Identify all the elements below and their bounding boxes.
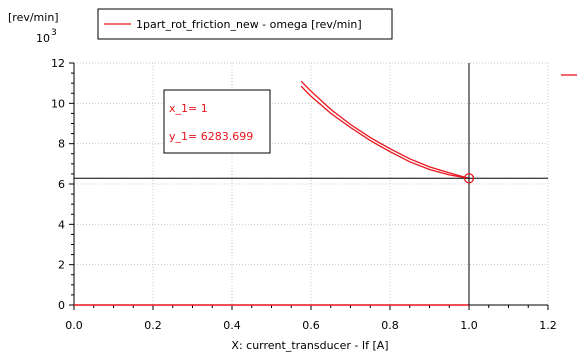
legend-label: 1part_rot_friction_new - omega [rev/min] (136, 18, 362, 31)
cursor-readout-box (163, 89, 271, 154)
x-tick-label: 1.0 (460, 319, 478, 332)
series-layer (74, 80, 470, 306)
legend[interactable]: 1part_rot_friction_new - omega [rev/min] (97, 8, 393, 40)
y-multiplier-base: 10 (36, 32, 50, 45)
y-tick-label: 6 (58, 178, 65, 191)
cursor-layer[interactable] (74, 63, 548, 305)
omega-curve-branch-1 (300, 80, 470, 180)
cursor-readout[interactable]: x_1= 1 y_1= 6283.699 (163, 89, 271, 154)
cursor-x-readout: x_1= 1 (169, 102, 208, 115)
x-tick-label: 1.2 (539, 319, 557, 332)
y-tick-label: 8 (58, 138, 65, 151)
y-tick-label: 10 (51, 97, 65, 110)
x-tick-label: 0.6 (302, 319, 320, 332)
omega-curve-branch-2 (300, 85, 470, 180)
x-tick-label: 0.2 (144, 319, 162, 332)
y-multiplier-exponent: 3 (51, 28, 57, 38)
x-tick-label: 0.8 (381, 319, 399, 332)
x-tick-label: 0.4 (223, 319, 241, 332)
legend-box (97, 8, 393, 40)
y-tick-label: 2 (58, 259, 65, 272)
x-tick-label: 0.0 (65, 319, 83, 332)
y-axis-label: [rev/min] (8, 11, 59, 24)
cursor-y-readout: y_1= 6283.699 (169, 130, 253, 143)
y-tick-label: 0 (58, 299, 65, 312)
y-tick-label: 12 (51, 57, 65, 70)
cursor-marker (463, 173, 475, 184)
x-axis-label: X: current_transducer - If [A] (231, 339, 388, 352)
y-tick-label: 4 (58, 218, 65, 231)
tick-marks: 0 2 4 6 8 10 12 0.0 0.2 0.4 0.6 0.8 1.0 1.2 (51, 57, 557, 332)
